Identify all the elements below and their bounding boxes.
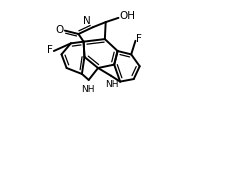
Text: N: N [83,15,91,26]
Text: O: O [55,25,63,35]
Text: F: F [136,34,142,44]
Text: OH: OH [119,12,135,21]
Text: NH: NH [81,85,94,94]
Text: NH: NH [105,80,118,89]
Text: F: F [47,45,53,55]
